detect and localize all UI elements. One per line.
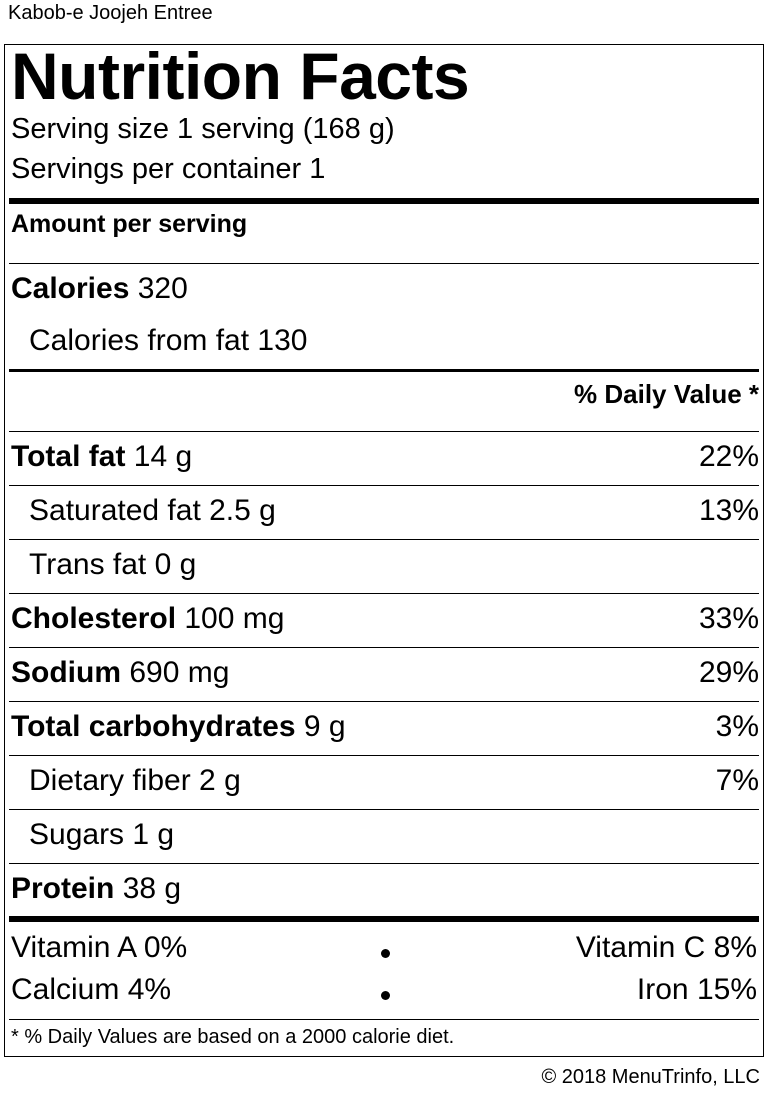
nutrient-label: Sodium xyxy=(11,656,121,689)
footnote: * % Daily Values are based on a 2000 cal… xyxy=(11,1026,455,1048)
divider xyxy=(9,701,759,702)
nutrient-label: Protein xyxy=(11,872,115,905)
divider xyxy=(9,539,759,540)
nutrient-label: Saturated fat 2.5 g xyxy=(29,494,276,527)
label-title: Nutrition Facts xyxy=(11,39,470,113)
divider xyxy=(9,1019,759,1020)
nutrient-dv: 7% xyxy=(715,764,759,797)
nutrient-label: Total fat xyxy=(11,440,126,473)
nutrient-amount: 14 g xyxy=(133,440,193,473)
divider xyxy=(9,593,759,594)
nutrient-label: Dietary fiber 2 g xyxy=(29,764,241,797)
medium-divider xyxy=(9,369,759,372)
nutrient-dv: 29% xyxy=(698,656,759,689)
divider xyxy=(9,755,759,756)
divider xyxy=(9,485,759,486)
nutrient-amount: 9 g xyxy=(303,710,346,743)
divider xyxy=(9,809,759,810)
calories-label: Calories xyxy=(11,272,130,305)
nutrient-dv: 22% xyxy=(698,440,759,473)
product-name: Kabob-e Joojeh Entree xyxy=(8,2,213,24)
thick-divider xyxy=(9,916,759,922)
nutrient-amount: 38 g xyxy=(122,872,182,905)
calcium: Calcium 4% xyxy=(11,973,172,1006)
vitamin-c: Vitamin C 8% xyxy=(575,931,757,964)
nutrient-dv: 13% xyxy=(698,494,759,527)
nutrient-dv: 3% xyxy=(715,710,759,743)
serving-size: Serving size 1 serving (168 g) xyxy=(11,113,395,145)
vitamin-a: Vitamin A 0% xyxy=(11,931,188,964)
bullet-dot-icon xyxy=(381,991,390,1000)
amount-per-serving: Amount per serving xyxy=(11,210,248,238)
nutrient-label: Cholesterol xyxy=(11,602,177,635)
thick-divider xyxy=(9,198,759,204)
divider xyxy=(9,431,759,432)
nutrition-label: Nutrition Facts Serving size 1 serving (… xyxy=(4,39,764,1057)
divider xyxy=(9,647,759,648)
nutrient-amount: 100 mg xyxy=(184,602,285,635)
divider xyxy=(9,863,759,864)
servings-per-container: Servings per container 1 xyxy=(11,153,326,185)
daily-value-header: % Daily Value * xyxy=(574,379,759,409)
nutrient-label: Total carbohydrates xyxy=(11,710,296,743)
nutrient-dv: 33% xyxy=(698,602,759,635)
calories-from-fat: Calories from fat 130 xyxy=(29,324,308,357)
nutrient-amount: 690 mg xyxy=(129,656,230,689)
calories-value: 320 xyxy=(137,272,188,305)
iron: Iron 15% xyxy=(636,973,757,1006)
divider xyxy=(9,263,759,264)
nutrient-label: Trans fat 0 g xyxy=(29,548,197,581)
bullet-dot-icon xyxy=(381,949,390,958)
copyright: © 2018 MenuTrinfo, LLC xyxy=(541,1066,760,1088)
nutrient-label: Sugars 1 g xyxy=(29,818,175,851)
